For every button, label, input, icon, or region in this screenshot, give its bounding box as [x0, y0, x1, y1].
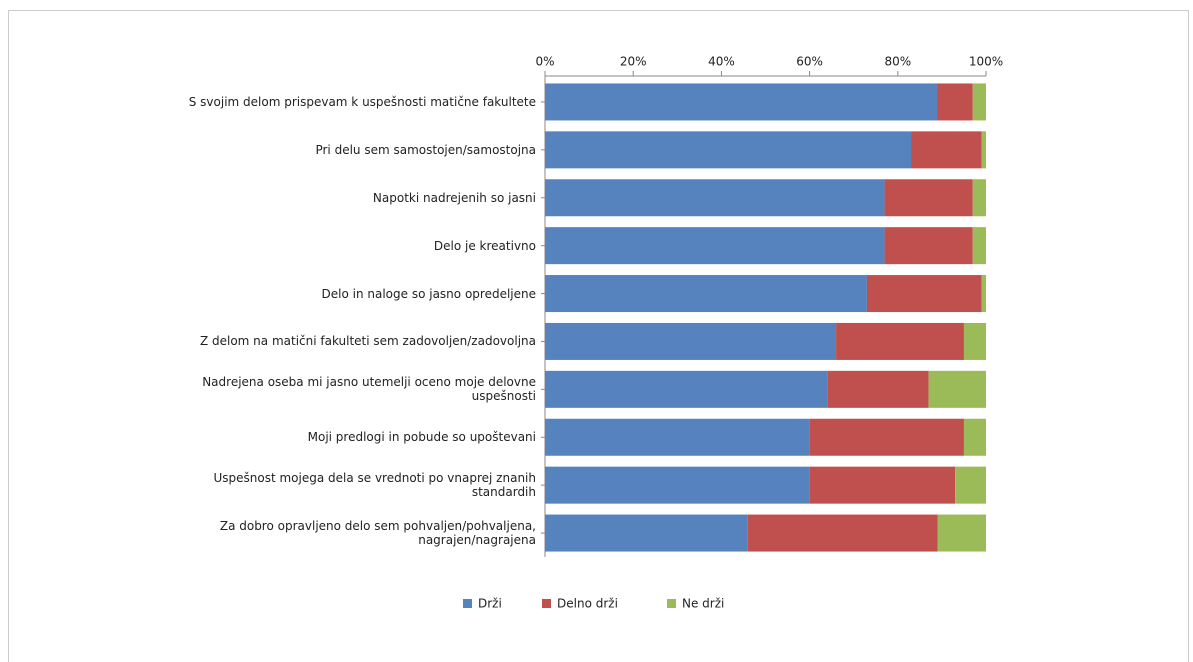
- bar-segment: [963, 418, 986, 456]
- bar-segment: [937, 514, 986, 552]
- bar-segment: [827, 370, 929, 408]
- category-label: Moji predlogi in pobude so upoštevani: [307, 430, 536, 445]
- category-label: Nadrejena oseba mi jasno utemelji oceno …: [202, 375, 536, 404]
- bar-segment: [866, 275, 982, 313]
- bar-segment: [545, 418, 810, 456]
- bar-segment: [928, 370, 986, 408]
- bar-segment: [981, 275, 986, 313]
- bar-segment: [545, 322, 837, 360]
- bar-segment: [809, 418, 964, 456]
- bar-segment: [972, 179, 986, 217]
- legend-label: Delno drži: [557, 597, 618, 611]
- bar-segment: [545, 131, 912, 169]
- category-label: Pri delu sem samostojen/samostojna: [315, 142, 536, 157]
- x-tick-label: 20%: [620, 55, 647, 69]
- bar-segment: [911, 131, 982, 169]
- x-tick-label: 40%: [708, 55, 735, 69]
- x-tick-label: 0%: [535, 55, 554, 69]
- legend-swatch: [542, 599, 551, 608]
- category-label: S svojim delom prispevam k uspešnosti ma…: [188, 94, 536, 109]
- category-label: Delo je kreativno: [433, 238, 536, 253]
- legend-label: Ne drži: [682, 597, 724, 611]
- chart-frame: [8, 10, 1189, 662]
- bar-segment: [963, 322, 986, 360]
- category-label: Delo in naloge so jasno opredeljene: [321, 286, 536, 301]
- bar-segment: [809, 466, 956, 504]
- bar-segment: [937, 83, 973, 121]
- category-label: Uspešnost mojega dela se vrednoti po vna…: [213, 471, 536, 500]
- legend-label: Drži: [478, 597, 502, 611]
- x-tick-label: 60%: [796, 55, 823, 69]
- bar-segment: [545, 227, 885, 265]
- category-label: Z delom na matični fakulteti sem zadovol…: [199, 334, 536, 349]
- bar-segment: [545, 370, 828, 408]
- bar-segment: [545, 275, 867, 313]
- legend-swatch: [667, 599, 676, 608]
- category-label: Napotki nadrejenih so jasni: [372, 190, 536, 205]
- bar-segment: [545, 179, 885, 217]
- bar-segment: [747, 514, 938, 552]
- bar-segment: [972, 227, 986, 265]
- bar-segment: [545, 466, 810, 504]
- bar-segment: [972, 83, 986, 121]
- bar-segment: [884, 227, 973, 265]
- bar-segment: [981, 131, 986, 169]
- bar-segment: [955, 466, 986, 504]
- bar-segment: [836, 322, 964, 360]
- bar-segment: [545, 514, 748, 552]
- legend-swatch: [463, 599, 472, 608]
- bar-segment: [545, 83, 938, 121]
- bar-segment: [884, 179, 973, 217]
- category-label: Za dobro opravljeno delo sem pohvaljen/p…: [219, 519, 536, 548]
- x-tick-label: 80%: [884, 55, 911, 69]
- x-tick-label: 100%: [969, 55, 1003, 69]
